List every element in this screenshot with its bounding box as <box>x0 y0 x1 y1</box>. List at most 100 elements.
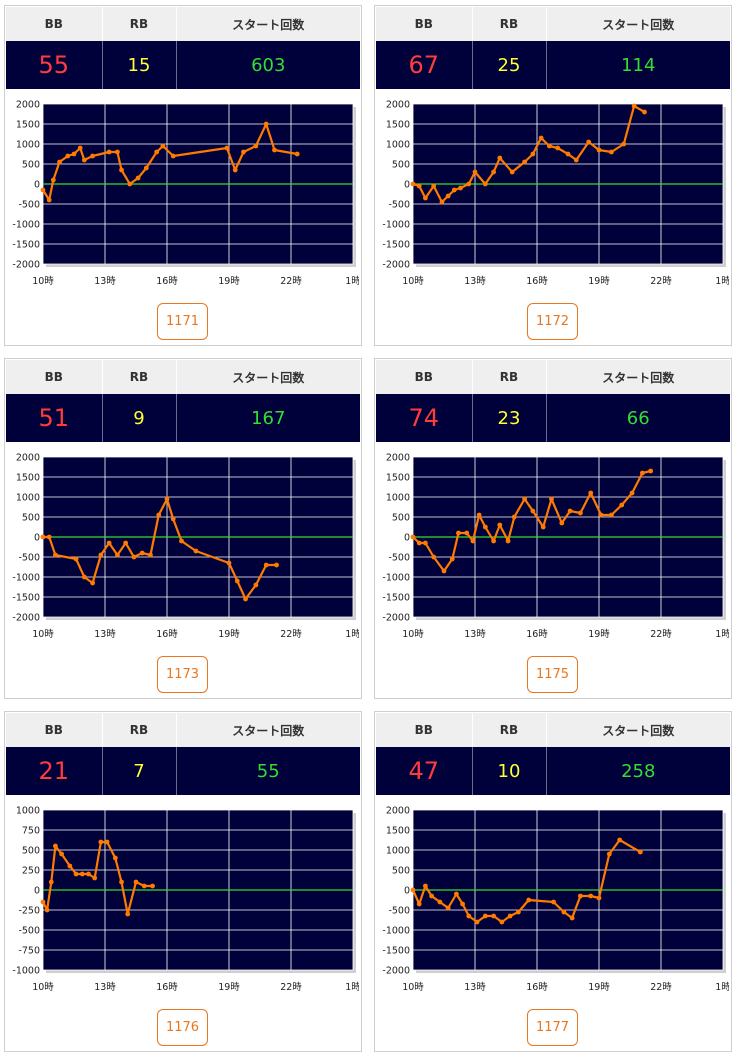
data-point <box>530 508 536 514</box>
data-point <box>609 512 614 518</box>
data-point <box>135 175 141 181</box>
difference-chart: 2000 1500 1000 500 0 -500 -1000 -1500 -2000 10時 13… <box>382 100 729 288</box>
data-point <box>640 470 645 476</box>
machine-number-button[interactable]: 1171 <box>157 303 208 340</box>
data-point <box>253 143 259 149</box>
data-point <box>588 490 594 496</box>
bb-count: 47 <box>408 757 440 785</box>
x-tick-label: 22時 <box>280 982 302 993</box>
data-point <box>416 540 422 546</box>
data-point <box>629 490 635 496</box>
data-point <box>561 909 567 915</box>
data-point <box>71 151 77 157</box>
bb-header: BB <box>6 713 103 747</box>
stats-table: BB RB スタート回数 51 9 167 <box>6 360 360 442</box>
data-point <box>565 151 571 157</box>
y-tick-label: -500 <box>18 200 40 211</box>
data-point <box>540 524 546 530</box>
data-point <box>232 167 238 173</box>
x-tick-label: 19時 <box>588 276 610 287</box>
stats-table: BB RB スタート回数 74 23 66 <box>376 360 730 442</box>
y-tick-label: -1000 <box>12 220 40 231</box>
y-tick-label: 2000 <box>16 453 40 464</box>
x-tick-label: 19時 <box>588 982 610 993</box>
rb-count: 23 <box>497 407 521 429</box>
y-tick-label: 1000 <box>16 806 40 817</box>
data-point <box>559 520 565 526</box>
data-point <box>530 151 536 157</box>
start-count-header: スタート回数 <box>176 713 360 747</box>
x-tick-label: 19時 <box>218 629 240 640</box>
data-point <box>456 530 461 536</box>
data-point <box>160 143 166 149</box>
machine-card: BB RB スタート回数 51 9 167 1173 2000 1500 1000 5… <box>4 358 362 699</box>
x-tick-label: 1時 <box>345 276 359 287</box>
bb-count: 51 <box>38 404 70 432</box>
machine-card: BB RB スタート回数 67 25 114 1172 2000 1500 1000… <box>374 5 732 346</box>
y-tick-label: -1000 <box>12 573 40 584</box>
data-point <box>46 534 52 540</box>
x-tick-label: 1時 <box>715 276 729 287</box>
data-point <box>617 837 623 843</box>
data-point <box>148 552 153 558</box>
y-tick-label: 500 <box>22 513 40 524</box>
data-point <box>460 901 465 907</box>
machine-number-button[interactable]: 1175 <box>527 656 578 693</box>
x-tick-label: 10時 <box>32 276 54 287</box>
machine-card: BB RB スタート回数 47 10 258 1177 2000 1500 1000… <box>374 711 732 1052</box>
data-point <box>491 538 496 544</box>
data-point <box>170 153 176 159</box>
bb-header: BB <box>6 360 103 394</box>
y-tick-label: -1500 <box>382 593 410 604</box>
data-point <box>637 849 643 855</box>
x-tick-label: 22時 <box>280 276 302 287</box>
data-point <box>642 109 647 115</box>
data-point <box>522 159 527 165</box>
rb-header: RB <box>102 713 177 747</box>
data-point <box>40 534 46 540</box>
data-point <box>226 560 232 566</box>
data-point <box>522 496 527 502</box>
data-point <box>179 538 184 544</box>
machine-number-button[interactable]: 1172 <box>527 303 578 340</box>
data-point <box>77 145 83 151</box>
machine-number-button[interactable]: 1173 <box>157 656 208 693</box>
data-point <box>65 153 71 159</box>
data-point <box>139 550 145 556</box>
x-tick-label: 13時 <box>94 629 116 640</box>
data-point <box>164 496 170 502</box>
data-point <box>619 502 625 508</box>
difference-chart: 1000 750 500 250 0 -250 -500 -750 -1000 10時 13時 16時… <box>12 806 359 994</box>
data-point <box>119 879 124 885</box>
data-point <box>466 913 472 919</box>
y-tick-label: 1500 <box>16 473 40 484</box>
rb-count: 7 <box>133 760 145 782</box>
data-point <box>263 562 269 568</box>
x-tick-label: 16時 <box>526 629 548 640</box>
data-point <box>573 157 579 163</box>
data-point <box>451 187 457 193</box>
machine-number-button[interactable]: 1177 <box>527 1009 578 1046</box>
data-point <box>505 538 511 544</box>
y-tick-label: 2000 <box>386 453 410 464</box>
y-tick-label: -500 <box>388 553 410 564</box>
bb-count: 21 <box>38 757 70 785</box>
data-point <box>193 548 199 554</box>
y-tick-label: 500 <box>392 866 410 877</box>
data-point <box>141 883 147 889</box>
data-point <box>547 143 552 149</box>
data-point <box>44 907 50 913</box>
machine-number-button[interactable]: 1176 <box>157 1009 208 1046</box>
data-point <box>509 169 515 175</box>
x-tick-label: 13時 <box>94 276 116 287</box>
data-point <box>73 556 79 562</box>
data-point <box>431 183 437 189</box>
data-point <box>90 580 95 586</box>
data-point <box>50 177 56 183</box>
data-point <box>53 552 58 558</box>
data-point <box>253 582 259 588</box>
rb-value-cell: 25 <box>472 41 547 89</box>
x-tick-label: 22時 <box>650 629 672 640</box>
data-point <box>131 554 137 560</box>
y-tick-label: 1000 <box>386 846 410 857</box>
